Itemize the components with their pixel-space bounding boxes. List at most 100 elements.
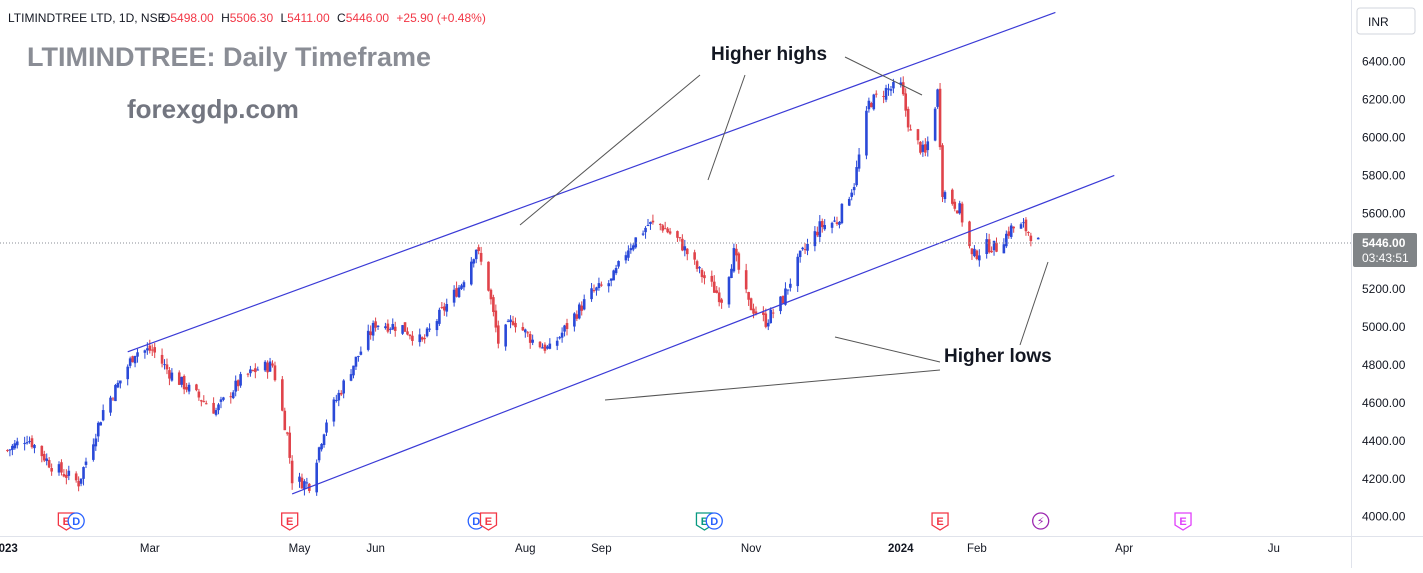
candle-body: [438, 309, 441, 324]
candle-body: [335, 400, 338, 402]
candle-body: [231, 392, 235, 399]
candle-body: [847, 198, 851, 206]
event-marker[interactable]: D: [67, 512, 85, 530]
time-tick-label: Aug: [515, 543, 535, 555]
event-marker[interactable]: E: [1174, 512, 1192, 531]
candle-body: [803, 249, 807, 251]
candle-body: [435, 321, 439, 331]
candle-body: [801, 247, 804, 250]
candle-body: [116, 382, 120, 388]
price-tick-label: 4200.00: [1362, 472, 1406, 486]
time-scale[interactable]: 2023 Mar May Jun Aug Sep Nov 2024 Feb Apr Ju: [0, 543, 1280, 555]
event-marker[interactable]: ⚡: [1032, 512, 1050, 530]
candle-body: [916, 129, 920, 141]
candle-body: [96, 422, 100, 437]
event-marker[interactable]: E: [931, 512, 949, 531]
candle-body: [727, 277, 731, 305]
candle-body: [678, 237, 682, 239]
candle-body: [926, 141, 930, 151]
candle-body: [170, 372, 174, 381]
candle-body: [919, 141, 922, 153]
candle-body: [595, 287, 598, 291]
candle-body: [455, 288, 458, 297]
annotation-higher-highs[interactable]: Higher highs: [711, 44, 827, 65]
candle-body: [612, 270, 615, 281]
candle-body: [634, 237, 638, 248]
candle-body: [712, 281, 716, 293]
candle-body: [305, 482, 309, 484]
event-marker[interactable]: D: [705, 512, 723, 530]
candle-body: [577, 304, 581, 319]
candle-body: [111, 398, 115, 400]
close-label: C: [337, 11, 346, 25]
candle-body: [813, 231, 817, 247]
candle-body: [65, 474, 68, 478]
candle-body: [565, 323, 569, 329]
event-marker[interactable]: E: [479, 512, 498, 531]
candle-body: [371, 323, 375, 336]
candle-body: [1005, 233, 1008, 247]
candle-body: [136, 352, 139, 357]
candle-body: [514, 322, 517, 328]
price-tick-label: 4600.00: [1362, 396, 1406, 410]
candle-body: [975, 250, 979, 260]
candle-body: [119, 380, 122, 384]
candle-body: [281, 379, 284, 411]
channel-lines[interactable]: [127, 11, 1115, 495]
candle-body: [474, 249, 478, 260]
candle-body: [779, 296, 782, 312]
candle-body: [99, 422, 103, 426]
candle-body: [369, 331, 372, 336]
low-label: L: [280, 11, 287, 25]
candle-body: [631, 245, 635, 250]
candle-body: [320, 444, 323, 450]
candle-body: [408, 334, 412, 337]
candle-body: [558, 337, 561, 339]
candle-body: [855, 167, 858, 186]
candle-body: [229, 396, 233, 398]
candle-body: [384, 326, 387, 329]
annotation-pointer: [519, 74, 701, 226]
candle-body: [1027, 232, 1030, 234]
candle-body: [627, 250, 630, 258]
candle-body: [23, 443, 26, 445]
events-row[interactable]: E D E D E E D E ⚡ E: [57, 512, 1192, 531]
lower-channel-line[interactable]: [291, 174, 1115, 495]
candle-body: [462, 282, 466, 288]
upper-channel-line[interactable]: [127, 11, 1056, 353]
candle-body: [906, 108, 910, 128]
candle-body: [693, 252, 696, 260]
candle-body: [955, 210, 959, 214]
price-tick-label: 4400.00: [1362, 434, 1406, 448]
event-marker-label: D: [72, 516, 80, 528]
currency-box[interactable]: [1356, 7, 1416, 35]
candle-body: [452, 289, 456, 303]
candle-body: [420, 337, 424, 340]
candle-body: [82, 467, 85, 479]
candle-body: [425, 328, 429, 337]
candle-body: [887, 88, 890, 90]
candle-body: [489, 289, 493, 300]
event-marker-label: E: [936, 516, 943, 528]
candle-body: [182, 375, 186, 390]
symbol-line: LTIMINDTREE LTD, 1D, NSE: [8, 11, 166, 25]
candle-body: [273, 365, 277, 381]
candle-body: [526, 332, 530, 334]
candle-body: [762, 312, 765, 315]
event-marker[interactable]: E: [281, 512, 299, 531]
annotation-higher-lows[interactable]: Higher lows: [944, 346, 1052, 367]
candle-body: [1029, 235, 1033, 242]
candle-body: [580, 305, 584, 311]
candle-body: [15, 441, 19, 446]
price-tick-label: 6200.00: [1362, 93, 1406, 107]
price-tick-label: 5000.00: [1362, 320, 1406, 334]
price-scale[interactable]: 4000.00 4200.00 4400.00 4600.00 4800.00 5000.…: [1362, 55, 1406, 524]
candle-body: [658, 223, 662, 225]
candle-body: [62, 474, 66, 477]
candle-body: [730, 268, 733, 278]
time-tick-label: Jun: [366, 543, 385, 555]
candle-body: [401, 325, 404, 334]
plot-area[interactable]: [0, 0, 1351, 537]
